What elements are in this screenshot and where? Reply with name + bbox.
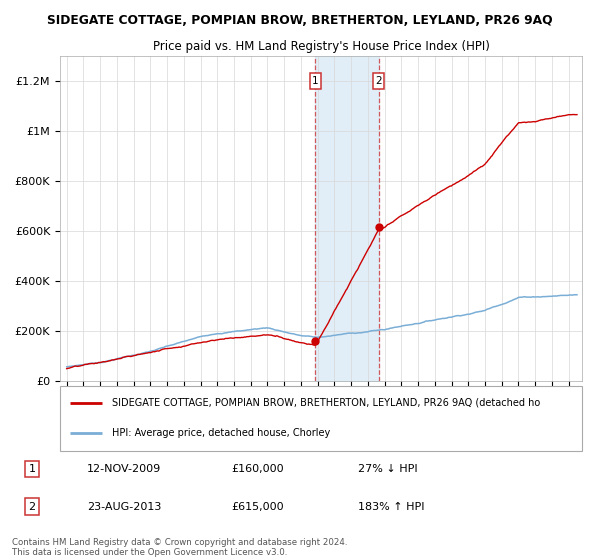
Text: SIDEGATE COTTAGE, POMPIAN BROW, BRETHERTON, LEYLAND, PR26 9AQ (detached ho: SIDEGATE COTTAGE, POMPIAN BROW, BRETHERT…	[112, 398, 541, 408]
Text: £160,000: £160,000	[231, 464, 284, 474]
Text: 2: 2	[375, 76, 382, 86]
Text: £615,000: £615,000	[231, 502, 284, 512]
Text: 1: 1	[312, 76, 319, 86]
Text: 27% ↓ HPI: 27% ↓ HPI	[358, 464, 417, 474]
Text: 1: 1	[29, 464, 35, 474]
Text: HPI: Average price, detached house, Chorley: HPI: Average price, detached house, Chor…	[112, 428, 331, 438]
Title: Price paid vs. HM Land Registry's House Price Index (HPI): Price paid vs. HM Land Registry's House …	[152, 40, 490, 53]
Text: SIDEGATE COTTAGE, POMPIAN BROW, BRETHERTON, LEYLAND, PR26 9AQ: SIDEGATE COTTAGE, POMPIAN BROW, BRETHERT…	[47, 14, 553, 27]
Text: 2: 2	[29, 502, 36, 512]
Text: 23-AUG-2013: 23-AUG-2013	[87, 502, 161, 512]
FancyBboxPatch shape	[60, 386, 582, 451]
Text: Contains HM Land Registry data © Crown copyright and database right 2024.
This d: Contains HM Land Registry data © Crown c…	[12, 538, 347, 557]
Text: 183% ↑ HPI: 183% ↑ HPI	[358, 502, 424, 512]
Text: 12-NOV-2009: 12-NOV-2009	[87, 464, 161, 474]
